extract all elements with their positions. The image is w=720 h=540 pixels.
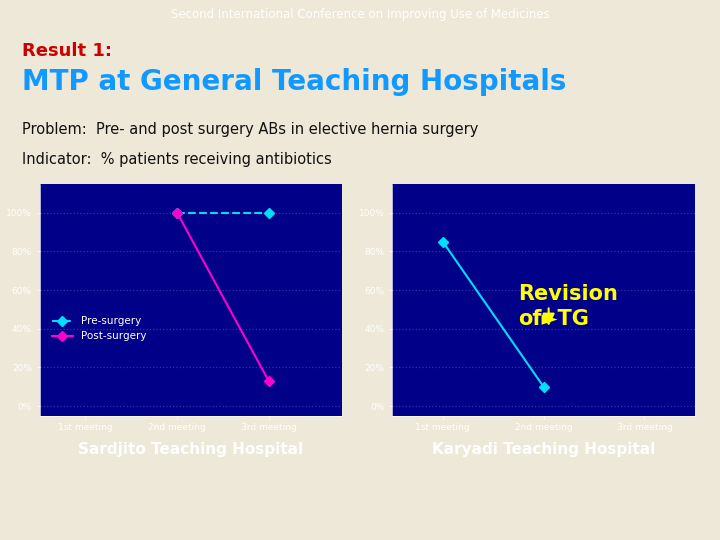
Legend: Pre-surgery, Post-surgery: Pre-surgery, Post-surgery bbox=[48, 312, 150, 346]
Text: MTP at General Teaching Hospitals: MTP at General Teaching Hospitals bbox=[22, 68, 566, 96]
Text: Sardjito Teaching Hospital: Sardjito Teaching Hospital bbox=[78, 442, 303, 457]
Text: Second International Conference on Improving Use of Medicines: Second International Conference on Impro… bbox=[171, 8, 549, 22]
Text: of►TG: of►TG bbox=[518, 309, 589, 329]
Text: Karyadi Teaching Hospital: Karyadi Teaching Hospital bbox=[432, 442, 655, 457]
Text: Indicator:  % patients receiving antibiotics: Indicator: % patients receiving antibiot… bbox=[22, 152, 331, 167]
Text: Revision: Revision bbox=[518, 284, 618, 303]
Text: Result 1:: Result 1: bbox=[22, 43, 112, 60]
Text: Problem:  Pre- and post surgery ABs in elective hernia surgery: Problem: Pre- and post surgery ABs in el… bbox=[22, 122, 478, 137]
